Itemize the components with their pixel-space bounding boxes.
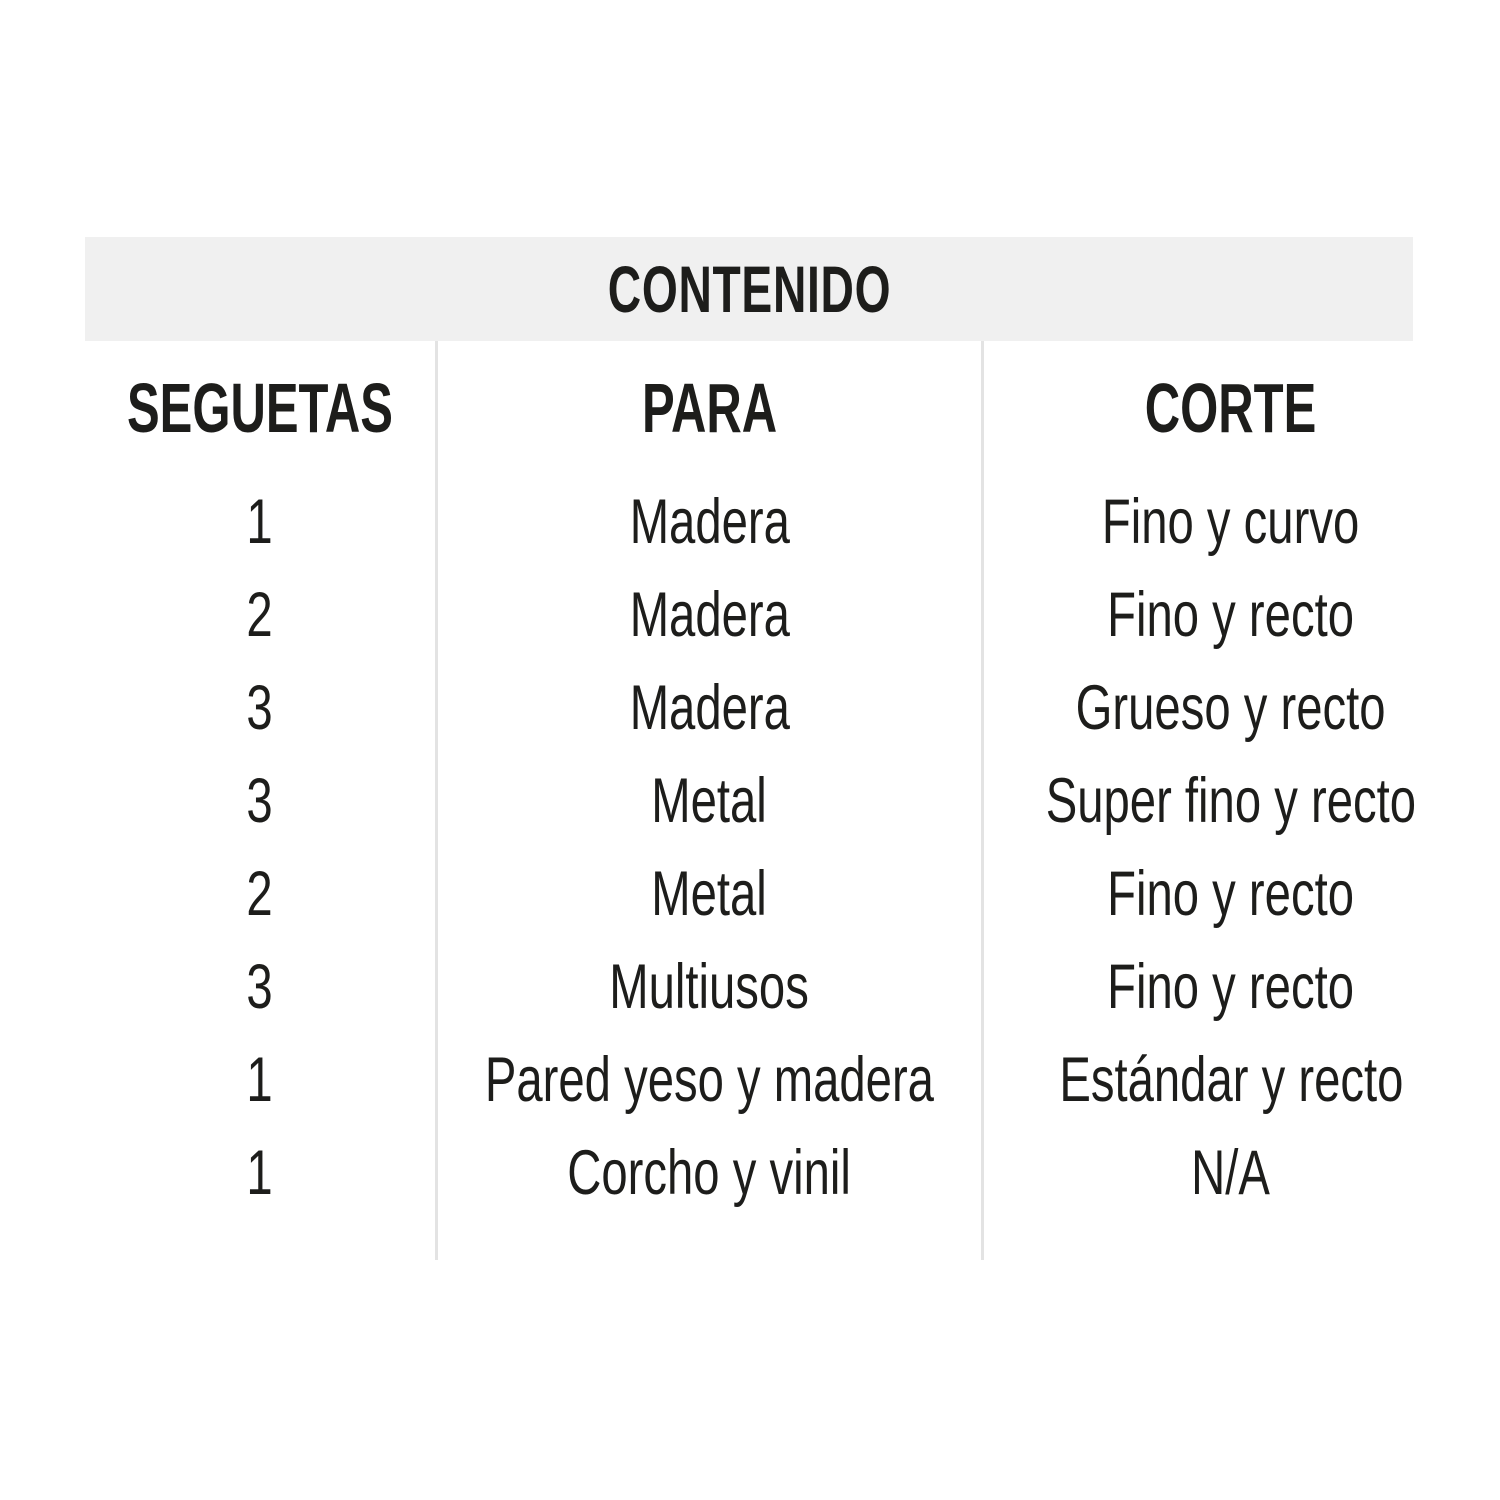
table-row: Estándar y recto [1058,1044,1403,1115]
table-row: Fino y recto [1107,951,1355,1022]
table-row: Fino y recto [1107,858,1355,929]
table-row: Madera [629,672,790,743]
column-header-corte: CORTE [1145,369,1317,447]
content-table: CONTENIDO SEGUETAS 1 2 3 3 2 3 1 1 PARA … [85,237,1416,1260]
table-row: Corcho y vinil [567,1137,852,1208]
table-row: Pared yeso y madera [484,1044,935,1115]
table-row: Metal [651,765,768,836]
table-row: Madera [629,579,790,650]
table-row: Super fino y recto [1045,765,1417,836]
column-seguetas: SEGUETAS 1 2 3 3 2 3 1 1 [85,341,435,1260]
table-row: Metal [651,858,768,929]
table-grid: SEGUETAS 1 2 3 3 2 3 1 1 PARA Madera Mad… [85,341,1416,1260]
table-row: Fino y curvo [1102,486,1360,557]
table-row: 3 [246,951,274,1022]
table-row: 1 [246,1044,274,1115]
column-header-para: PARA [641,369,778,447]
table-row: Grueso y recto [1075,672,1386,743]
column-header-seguetas: SEGUETAS [127,369,393,447]
table-row: 1 [246,486,274,557]
table-title-band: CONTENIDO [85,237,1413,341]
table-row: N/A [1191,1137,1271,1208]
table-title: CONTENIDO [607,252,891,326]
table-row: 3 [246,672,274,743]
table-row: Fino y recto [1107,579,1355,650]
table-row: Multiusos [609,951,810,1022]
table-row: Madera [629,486,790,557]
table-row: 2 [246,858,274,929]
column-para: PARA Madera Madera Madera Metal Metal Mu… [435,341,984,1260]
column-corte: CORTE Fino y curvo Fino y recto Grueso y… [984,341,1478,1260]
table-row: 2 [246,579,274,650]
table-row: 1 [246,1137,274,1208]
table-row: 3 [246,765,274,836]
